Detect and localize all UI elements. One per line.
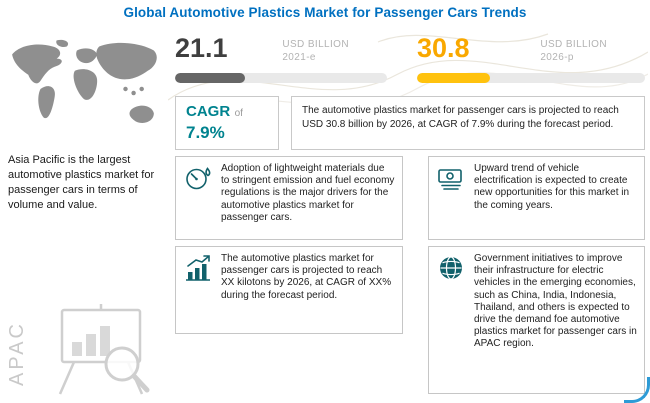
driver-box-lightweight-text: Adoption of lightweight materials due to… xyxy=(221,163,395,223)
world-map-graphic xyxy=(12,39,157,123)
page-title: Global Automotive Plastics Market for Pa… xyxy=(123,5,527,20)
driver-box-lightweight: Adoption of lightweight materials due to… xyxy=(175,156,403,240)
progress-fill-2026 xyxy=(417,73,490,83)
stat-2026: 30.8 USD BILLION 2026-p xyxy=(417,33,645,83)
cagr-value: 7.9% xyxy=(186,123,225,142)
driver-box-volume-projection-text: The automotive plastics market for passe… xyxy=(221,253,392,301)
stat-2021-labels: USD BILLION 2021-e xyxy=(282,38,387,64)
cagr-of-word: of xyxy=(234,108,243,119)
fuel-economy-gauge-icon xyxy=(186,167,211,190)
globe-icon xyxy=(440,256,462,280)
watermark-apac: APAC xyxy=(6,321,28,386)
stat-2026-unit: USD BILLION xyxy=(540,39,607,50)
stat-2021-year: 2021-e xyxy=(282,52,316,63)
sidebar-description: Asia Pacific is the largest automotive p… xyxy=(8,154,155,211)
drivers-grid: Adoption of lightweight materials due to… xyxy=(175,156,645,403)
stats-row: 21.1 USD BILLION 2021-e 30.8 USD BILLION… xyxy=(175,33,645,83)
driver-box-electrification-text: Upward trend of vehicle electrification … xyxy=(474,163,630,211)
stat-2021-value: 21.1 xyxy=(175,33,228,63)
driver-box-government-initiatives-text: Government initiatives to improve their … xyxy=(474,253,637,350)
cagr-label: CAGR xyxy=(186,103,231,120)
driver-box-government-initiatives: Government initiatives to improve their … xyxy=(428,246,645,394)
cagr-row: CAGR of 7.9% The automotive plastics mar… xyxy=(175,96,645,150)
stat-2026-year: 2026-p xyxy=(540,52,574,63)
stat-2026-labels: USD BILLION 2026-p xyxy=(540,38,645,64)
chart-magnifier-illustration xyxy=(58,304,150,395)
cagr-description: The automotive plastics market for passe… xyxy=(291,96,645,150)
corner-accent xyxy=(624,377,650,403)
stat-2021-unit: USD BILLION xyxy=(282,39,349,50)
progress-track-2021 xyxy=(175,73,387,83)
growth-bar-chart-icon xyxy=(186,255,210,281)
banknotes-icon xyxy=(438,169,462,190)
progress-track-2026 xyxy=(417,73,645,83)
cagr-box: CAGR of 7.9% xyxy=(175,96,279,150)
driver-box-volume-projection: The automotive plastics market for passe… xyxy=(175,246,403,334)
progress-fill-2021 xyxy=(175,73,245,83)
stat-2026-value: 30.8 xyxy=(417,33,470,63)
stat-2021: 21.1 USD BILLION 2021-e xyxy=(175,33,387,83)
driver-box-electrification: Upward trend of vehicle electrification … xyxy=(428,156,645,240)
